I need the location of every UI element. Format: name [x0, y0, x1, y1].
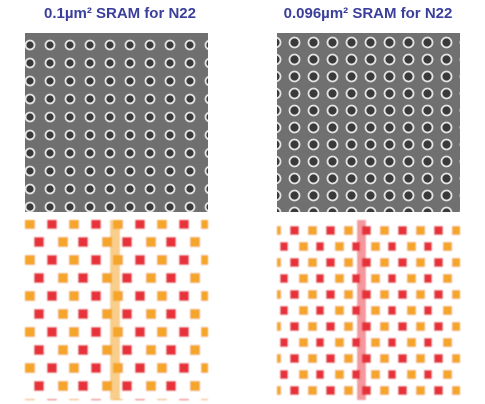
sem-image: [25, 33, 208, 212]
layout-column: [357, 220, 366, 400]
layout-pattern: [277, 220, 460, 400]
layout-column: [110, 220, 120, 400]
sem-image: [277, 33, 460, 212]
figure: 0.1µm² SRAM for N22 0.096µm² SRAM for N2…: [0, 0, 485, 404]
images: [0, 0, 485, 404]
